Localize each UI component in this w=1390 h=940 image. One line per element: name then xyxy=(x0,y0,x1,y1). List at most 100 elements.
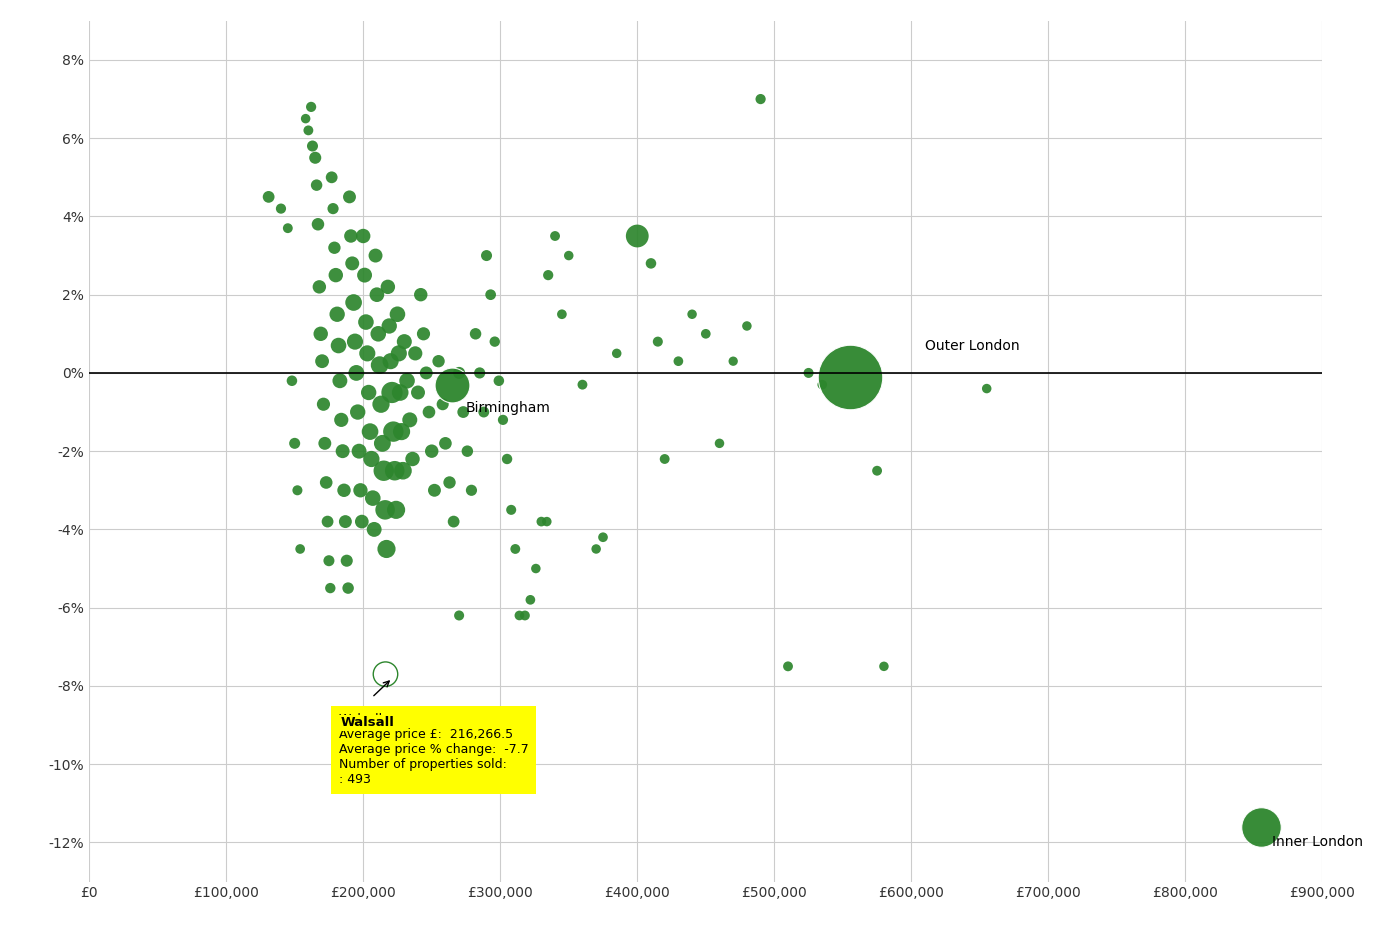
Point xyxy=(721,353,744,368)
Point xyxy=(384,463,406,478)
Point xyxy=(442,514,464,529)
Point xyxy=(343,334,366,349)
Point xyxy=(500,502,523,517)
Point xyxy=(777,659,799,674)
Point xyxy=(386,306,409,321)
Point xyxy=(349,483,371,498)
Point xyxy=(313,397,335,412)
Point xyxy=(300,100,322,115)
Point xyxy=(392,463,414,478)
Point xyxy=(866,463,888,478)
Point xyxy=(364,248,386,263)
Point xyxy=(354,315,377,330)
Point xyxy=(335,553,357,568)
Point xyxy=(460,483,482,498)
Point xyxy=(320,581,342,596)
Point xyxy=(749,91,771,106)
Point xyxy=(393,334,416,349)
Point xyxy=(338,189,360,204)
Point xyxy=(341,256,363,271)
Point xyxy=(407,385,430,400)
Point xyxy=(441,377,463,392)
Point xyxy=(428,353,450,368)
Point xyxy=(302,138,324,153)
Text: Inner London: Inner London xyxy=(1272,836,1362,850)
Point xyxy=(284,436,306,451)
Point xyxy=(270,201,292,216)
Point xyxy=(379,353,402,368)
Point xyxy=(639,256,662,271)
Point xyxy=(286,483,309,498)
Point xyxy=(681,306,703,321)
Point xyxy=(370,397,392,412)
Point xyxy=(535,514,557,529)
Point xyxy=(557,248,580,263)
Point xyxy=(606,346,628,361)
Text: Walsall
Average price £:  216,266.5
Average price % change:  -7.7
Number of prop: Walsall Average price £: 216,266.5 Avera… xyxy=(339,713,528,786)
Point xyxy=(492,413,514,428)
Point xyxy=(345,366,367,381)
Point xyxy=(339,228,361,243)
Point xyxy=(382,424,404,439)
Point xyxy=(626,228,648,243)
Point xyxy=(464,326,486,341)
Point xyxy=(377,279,399,294)
Point xyxy=(361,491,384,506)
Point xyxy=(646,334,669,349)
Point xyxy=(812,377,834,392)
Point xyxy=(592,530,614,545)
Point xyxy=(391,424,413,439)
Point xyxy=(357,385,379,400)
Point xyxy=(399,413,421,428)
Point xyxy=(307,217,329,232)
Point xyxy=(363,522,385,537)
Text: Outer London: Outer London xyxy=(926,338,1020,352)
Point xyxy=(374,502,396,517)
Point xyxy=(297,123,320,138)
Point xyxy=(410,287,432,302)
Point xyxy=(257,189,279,204)
Point xyxy=(418,404,441,419)
Point xyxy=(509,608,531,623)
Point xyxy=(505,541,527,556)
Point xyxy=(321,170,343,185)
Point xyxy=(448,366,470,381)
Point xyxy=(525,561,548,576)
Point xyxy=(342,295,364,310)
Point xyxy=(456,444,478,459)
Point xyxy=(385,502,407,517)
Point xyxy=(537,268,559,283)
Point xyxy=(543,228,566,243)
Point xyxy=(348,444,370,459)
Point xyxy=(371,436,393,451)
Point xyxy=(653,451,676,466)
Point xyxy=(388,346,410,361)
Point xyxy=(360,451,382,466)
Point xyxy=(798,366,820,381)
Point xyxy=(281,373,303,388)
Text: Birmingham: Birmingham xyxy=(466,401,550,415)
Point xyxy=(309,279,331,294)
Point xyxy=(550,306,573,321)
Point xyxy=(311,353,334,368)
Point xyxy=(421,444,443,459)
Point xyxy=(331,413,353,428)
Point xyxy=(332,483,354,498)
Point xyxy=(374,666,396,681)
Point xyxy=(375,541,398,556)
Point xyxy=(350,514,373,529)
Point xyxy=(431,397,453,412)
Point xyxy=(416,366,438,381)
Point xyxy=(838,369,860,384)
Point xyxy=(413,326,435,341)
Point xyxy=(304,150,327,165)
Point xyxy=(329,373,352,388)
Point xyxy=(318,553,341,568)
Point xyxy=(322,201,345,216)
Point xyxy=(1250,820,1272,835)
Point xyxy=(695,326,717,341)
Point xyxy=(356,346,378,361)
Point xyxy=(336,581,359,596)
Point xyxy=(496,451,518,466)
Point xyxy=(327,306,349,321)
